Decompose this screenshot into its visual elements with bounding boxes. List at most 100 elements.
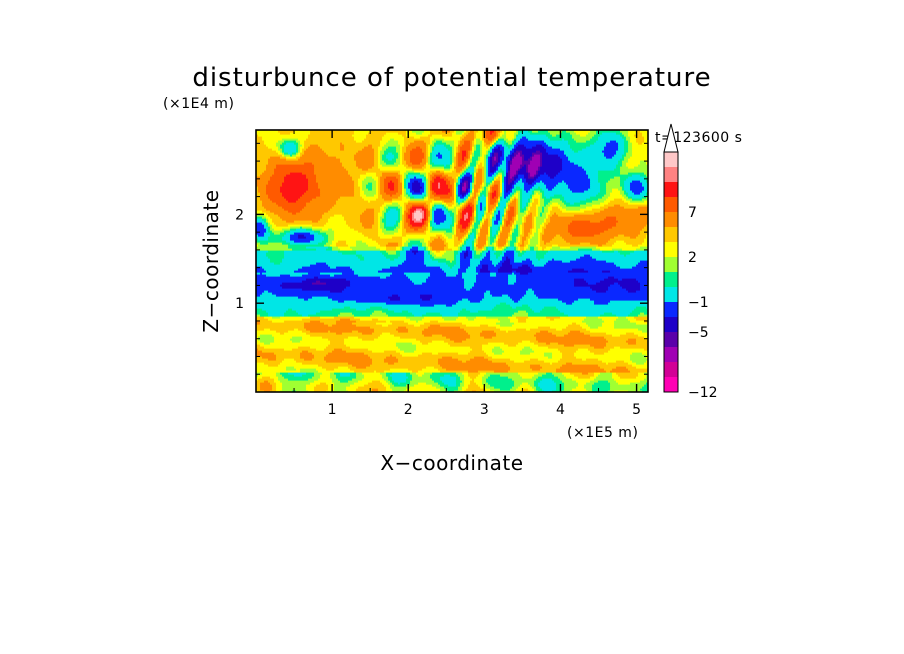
heatmap-cell bbox=[506, 160, 509, 163]
heatmap-cell bbox=[406, 220, 411, 223]
heatmap-cell bbox=[534, 216, 537, 219]
heatmap-cell bbox=[306, 372, 315, 375]
heatmap-cell bbox=[310, 264, 329, 267]
heatmap-cell bbox=[616, 140, 625, 143]
heatmap-cell bbox=[488, 226, 491, 229]
heatmap-cell bbox=[256, 150, 277, 153]
heatmap-cell bbox=[430, 140, 433, 143]
heatmap-cell bbox=[536, 336, 605, 339]
heatmap-cell bbox=[428, 242, 431, 245]
heatmap-cell bbox=[548, 144, 571, 147]
heatmap-cell bbox=[482, 224, 489, 227]
heatmap-cell bbox=[404, 172, 409, 175]
heatmap-cell bbox=[532, 182, 537, 185]
heatmap-cell bbox=[432, 206, 435, 209]
heatmap-cell bbox=[488, 146, 491, 149]
heatmap-cell bbox=[412, 166, 423, 169]
heatmap-cell bbox=[606, 332, 627, 335]
heatmap-cell bbox=[476, 176, 483, 179]
heatmap-cell bbox=[442, 356, 453, 359]
heatmap-cell bbox=[468, 372, 481, 375]
heatmap-cell bbox=[526, 320, 583, 323]
heatmap-cell bbox=[564, 334, 591, 337]
heatmap-cell bbox=[470, 180, 473, 183]
heatmap-cell bbox=[506, 196, 511, 199]
heatmap-cell bbox=[376, 182, 379, 185]
heatmap-cell bbox=[476, 198, 479, 201]
heatmap-cell bbox=[474, 210, 477, 213]
heatmap-cell bbox=[446, 180, 451, 183]
heatmap-cell bbox=[336, 242, 347, 245]
heatmap-cell bbox=[282, 218, 321, 221]
heatmap-cell bbox=[496, 242, 499, 245]
heatmap-cell bbox=[264, 362, 281, 365]
heatmap-cell bbox=[470, 228, 473, 231]
heatmap-cell bbox=[644, 372, 648, 375]
heatmap-cell bbox=[518, 320, 527, 323]
heatmap-cell bbox=[386, 250, 397, 253]
heatmap-cell bbox=[490, 228, 493, 231]
heatmap-cell bbox=[514, 228, 519, 231]
heatmap-cell bbox=[518, 196, 521, 199]
heatmap-cell bbox=[602, 244, 613, 247]
heatmap-cell bbox=[430, 204, 433, 207]
heatmap-cell bbox=[298, 236, 307, 239]
heatmap-cell bbox=[310, 144, 319, 147]
heatmap-cell bbox=[440, 390, 449, 392]
heatmap-cell bbox=[416, 320, 419, 323]
heatmap-cell bbox=[486, 190, 489, 193]
heatmap-cell bbox=[260, 344, 329, 347]
heatmap-cell bbox=[518, 210, 521, 213]
heatmap-cell bbox=[422, 148, 427, 151]
heatmap-cell bbox=[586, 328, 639, 331]
heatmap-field bbox=[256, 130, 648, 392]
heatmap-cell bbox=[306, 190, 321, 193]
heatmap-cell bbox=[450, 374, 459, 377]
heatmap-cell bbox=[640, 230, 648, 233]
heatmap-cell bbox=[300, 150, 303, 153]
heatmap-cell bbox=[508, 216, 513, 219]
heatmap-cell bbox=[524, 218, 527, 221]
heatmap-cell bbox=[524, 176, 529, 179]
heatmap-cell bbox=[402, 158, 405, 161]
heatmap-cell bbox=[268, 358, 277, 361]
heatmap-cell bbox=[506, 136, 515, 139]
heatmap-cell bbox=[452, 188, 455, 191]
heatmap-cell bbox=[282, 238, 291, 241]
heatmap-cell bbox=[426, 180, 429, 183]
heatmap-cell bbox=[598, 170, 621, 173]
heatmap-cell bbox=[296, 144, 299, 147]
heatmap-cell bbox=[384, 384, 391, 387]
heatmap-cell bbox=[256, 380, 265, 383]
heatmap-cell bbox=[388, 158, 393, 161]
heatmap-cell bbox=[374, 194, 379, 197]
heatmap-cell bbox=[508, 274, 517, 277]
heatmap-cell bbox=[636, 138, 645, 141]
heatmap-cell bbox=[546, 342, 551, 345]
heatmap-cell bbox=[408, 242, 423, 245]
heatmap-cell bbox=[484, 156, 487, 159]
heatmap-cell bbox=[378, 180, 381, 183]
heatmap-cell bbox=[542, 222, 545, 225]
heatmap-cell bbox=[356, 252, 383, 255]
heatmap-cell bbox=[280, 274, 291, 277]
heatmap-cell bbox=[568, 332, 585, 335]
heatmap-cell bbox=[488, 166, 491, 169]
heatmap-cell bbox=[472, 158, 479, 161]
heatmap-cell bbox=[494, 244, 497, 247]
heatmap-cell bbox=[554, 236, 563, 239]
heatmap-cell bbox=[444, 210, 449, 213]
heatmap-cell bbox=[492, 230, 497, 233]
heatmap-cell bbox=[612, 334, 621, 337]
heatmap-cell bbox=[398, 214, 401, 217]
heatmap-cell bbox=[492, 140, 495, 143]
heatmap-cell bbox=[360, 186, 363, 189]
heatmap-cell bbox=[284, 154, 291, 157]
heatmap-cell bbox=[538, 248, 543, 251]
heatmap-cell bbox=[496, 232, 499, 235]
heatmap-cell bbox=[632, 142, 639, 145]
heatmap-cell bbox=[430, 272, 447, 275]
heatmap-cell bbox=[428, 228, 431, 231]
heatmap-cell bbox=[380, 162, 387, 165]
heatmap-cell bbox=[378, 228, 383, 231]
